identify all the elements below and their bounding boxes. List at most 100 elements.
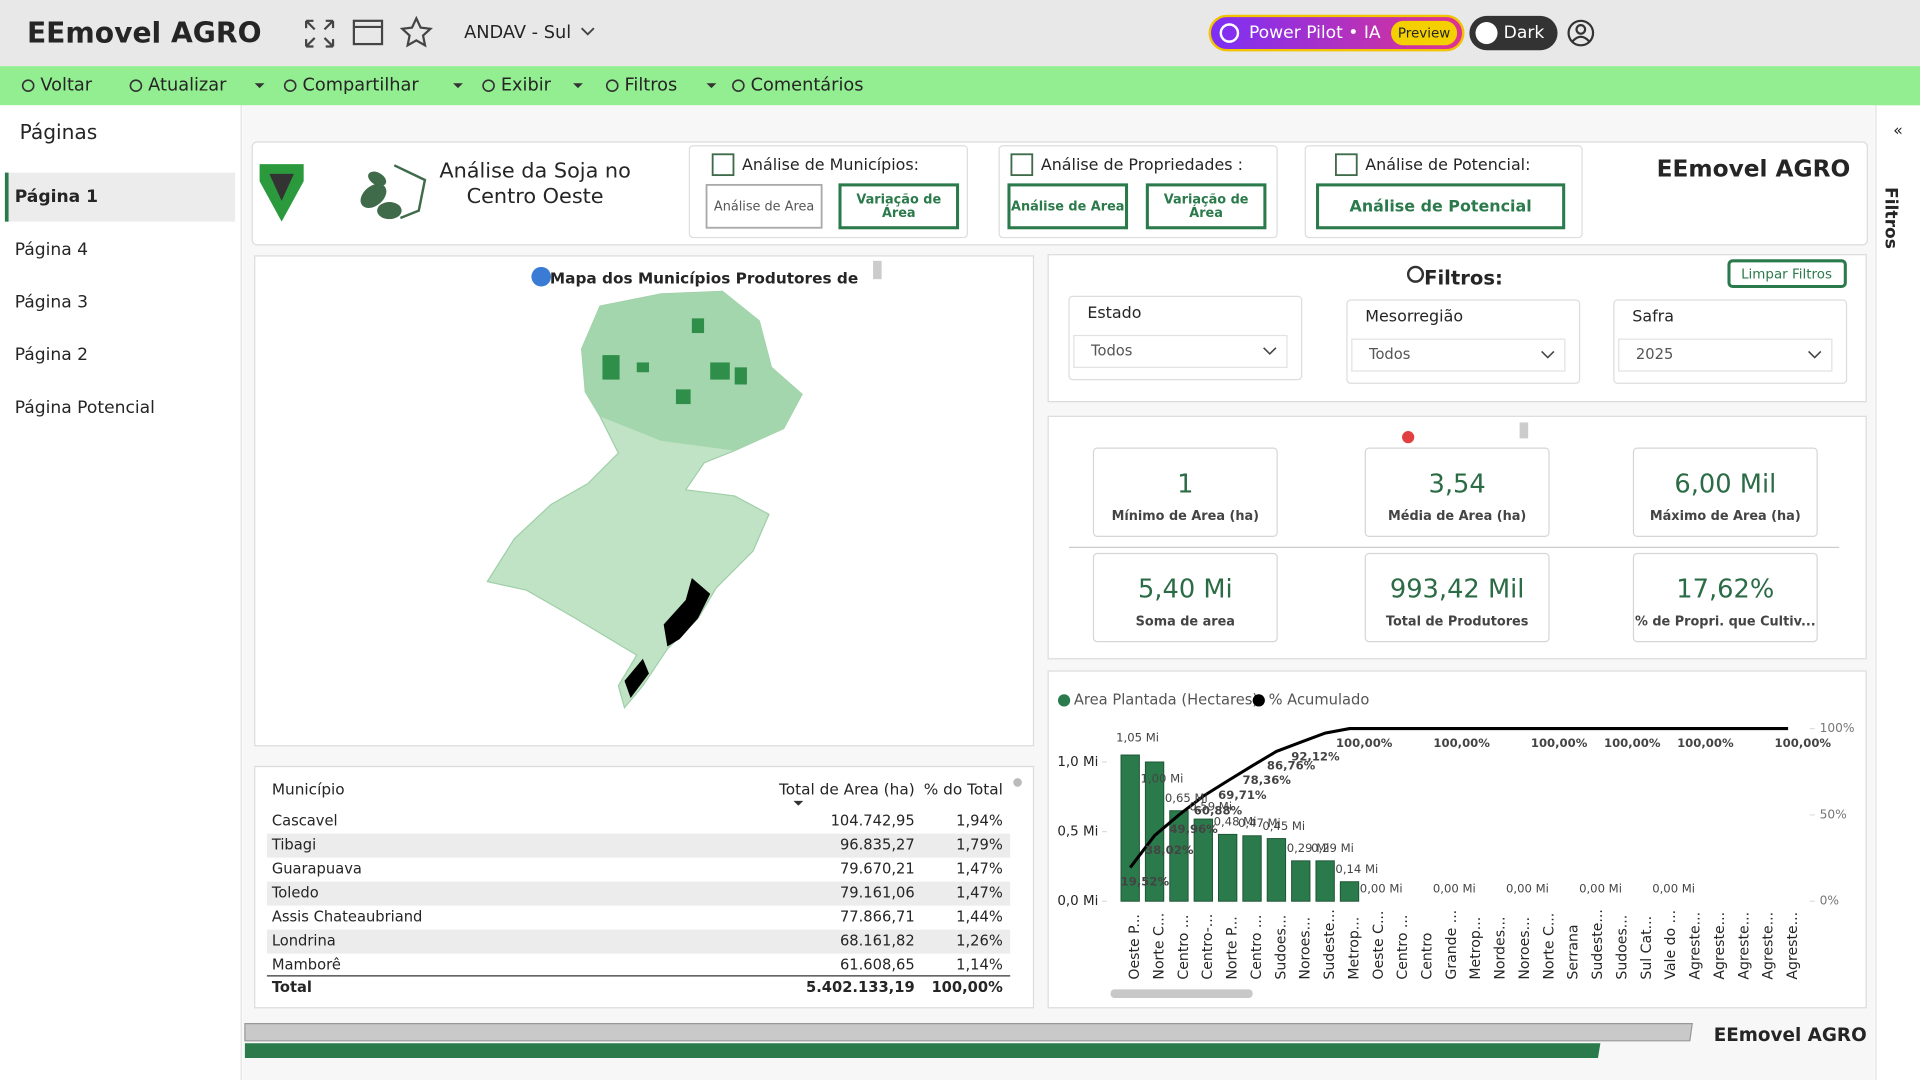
x-tick-label: Metrop... [1468, 917, 1484, 980]
header-icons[interactable] [305, 15, 433, 48]
y-tick-label: 0,5 Mi [1057, 825, 1098, 840]
page-link[interactable]: Página Potencial [15, 398, 155, 418]
group-label: Análise de Propriedades : [1041, 155, 1243, 174]
toolbar-item[interactable]: Voltar [40, 76, 92, 96]
filter-label: Safra [1632, 307, 1674, 326]
kpi-value: 17,62% [1676, 575, 1774, 605]
toolbar [0, 66, 1920, 106]
x-tick-label: Sudoes... [1273, 915, 1289, 980]
bar-value-label: 0,00 Mi [1360, 881, 1403, 895]
bar-value-label: 0,29 Mi [1311, 841, 1354, 855]
nav-button[interactable] [1316, 183, 1566, 230]
map-shapes [486, 290, 803, 710]
bar-value-label: 0,65 Mi [1165, 791, 1208, 805]
x-tick-label: Sudeste... [1322, 909, 1338, 979]
kpi-label: Total de Produtores [1386, 615, 1529, 630]
x-tick-label: Agreste... [1736, 912, 1752, 980]
bar [1120, 754, 1140, 902]
x-tick-label: Noroes... [1298, 917, 1314, 980]
column-header[interactable]: Município [272, 780, 345, 798]
cumulative-value-label: 100,00% [1604, 736, 1661, 750]
filter-pane-title[interactable]: Filtros [1881, 187, 1901, 249]
x-tick-label: Agreste... [1761, 912, 1777, 980]
legend-swatch [1252, 694, 1265, 707]
search-icon [1406, 265, 1425, 283]
x-tick-label: Centro ... [1249, 915, 1265, 980]
clear-filters[interactable] [1727, 259, 1847, 289]
dropdown-caret [573, 83, 583, 89]
cumulative-value-label: 60,88% [1194, 803, 1243, 817]
dropdown[interactable] [1351, 338, 1566, 372]
x-tick-label: Nordes... [1493, 917, 1509, 980]
bar [1242, 835, 1262, 902]
cumulative-value-label: 100,00% [1677, 736, 1734, 750]
bar [1193, 818, 1213, 902]
brand: EEmovel AGRO [27, 16, 262, 49]
cumulative-value-label: 100,00% [1433, 736, 1490, 750]
nav-button-label: Análise de Area [714, 199, 814, 214]
chart-scrollbar[interactable] [1110, 989, 1253, 998]
filter-pane-collapse[interactable]: « [1893, 121, 1903, 140]
bar-value-label: 0,00 Mi [1506, 881, 1549, 895]
scroll-indicator [1013, 778, 1022, 787]
nav-button-label-line: Análise de Potencial [1350, 196, 1532, 215]
sidebar-title: Páginas [20, 120, 98, 144]
kpi-label: Mínimo de Area (ha) [1112, 509, 1259, 524]
nav-button[interactable] [1145, 183, 1267, 230]
scrollbar [873, 260, 882, 280]
report-name[interactable]: ANDAV - Sul [464, 23, 571, 43]
filter-fields: Estado Todos Mesorregião Todos Safra 2025 [1068, 295, 1848, 384]
row-band [266, 929, 1011, 954]
dropdown[interactable] [1618, 338, 1833, 372]
table-cell: Assis Chateaubriand [272, 909, 423, 926]
nav-button-label: Variação de Área [856, 192, 941, 220]
column-header[interactable]: % do Total [924, 780, 1003, 798]
filter-label: Mesorregião [1365, 307, 1463, 326]
footer-brand: EEmovel AGRO [1714, 1025, 1867, 1046]
nav-button-label-line: Área [1189, 205, 1223, 221]
x-tick-label: Serrana [1566, 924, 1582, 979]
cumulative-value-label: 69,71% [1218, 788, 1267, 802]
dropdown-value: Todos [1368, 346, 1410, 363]
nav-button-label: Variação de Área [1164, 192, 1249, 220]
table-cell: 96.835,27 [840, 837, 915, 854]
bar [1315, 860, 1335, 902]
table-cell: 1,44% [956, 909, 1003, 926]
x-tick-label: Agreste... [1712, 912, 1728, 980]
table-cell: 1,94% [956, 813, 1003, 830]
banner-brand: EEmovel AGRO [1657, 156, 1851, 183]
dropdown[interactable] [1073, 334, 1288, 368]
table-cell: Londrina [272, 933, 336, 950]
bar-value-label: 0,29 Mi [1287, 841, 1330, 855]
active-page [4, 172, 236, 222]
preview-badge [1391, 20, 1458, 46]
footer-bar-gray [244, 1023, 1693, 1042]
nav-button[interactable] [705, 183, 823, 229]
x-tick-label: Agreste... [1785, 912, 1801, 980]
toolbar-icon [283, 79, 297, 93]
kpi-cards: 1 Mínimo de Area (ha) 3,54 Média de Area (h… [1092, 447, 1818, 643]
page-link[interactable]: Página 2 [15, 345, 88, 365]
column-header[interactable]: Total de Area (ha) [778, 780, 915, 798]
x-tick-label: Agreste... [1688, 912, 1704, 980]
toolbar-item[interactable]: Compartilhar [302, 76, 419, 96]
toolbar-item[interactable]: Atualizar [148, 76, 227, 96]
legend-swatch [1057, 694, 1071, 707]
nav-button[interactable] [1007, 183, 1129, 230]
toolbar-item[interactable]: Filtros [624, 76, 677, 96]
dropdown-caret [1541, 350, 1555, 359]
banner-groups: Análise de Municípios: Análise de Area Var… [688, 145, 1583, 239]
page-link[interactable]: Página 4 [15, 240, 88, 260]
nav-button[interactable] [838, 183, 960, 230]
user-icon[interactable] [1567, 19, 1595, 47]
page-link[interactable]: Página 1 [15, 187, 98, 207]
kpi-label: % de Propri. que Cultiv... [1635, 615, 1816, 630]
banner-title-line: Análise da Soja no [439, 158, 630, 182]
page-link[interactable]: Página 3 [15, 292, 88, 312]
dropdown-caret [1263, 347, 1277, 356]
cumulative-value-label: 38,02% [1145, 843, 1194, 857]
toolbar-item[interactable]: Exibir [501, 76, 552, 96]
dropdown-caret [254, 83, 265, 89]
toolbar-item[interactable]: Comentários [751, 76, 864, 96]
